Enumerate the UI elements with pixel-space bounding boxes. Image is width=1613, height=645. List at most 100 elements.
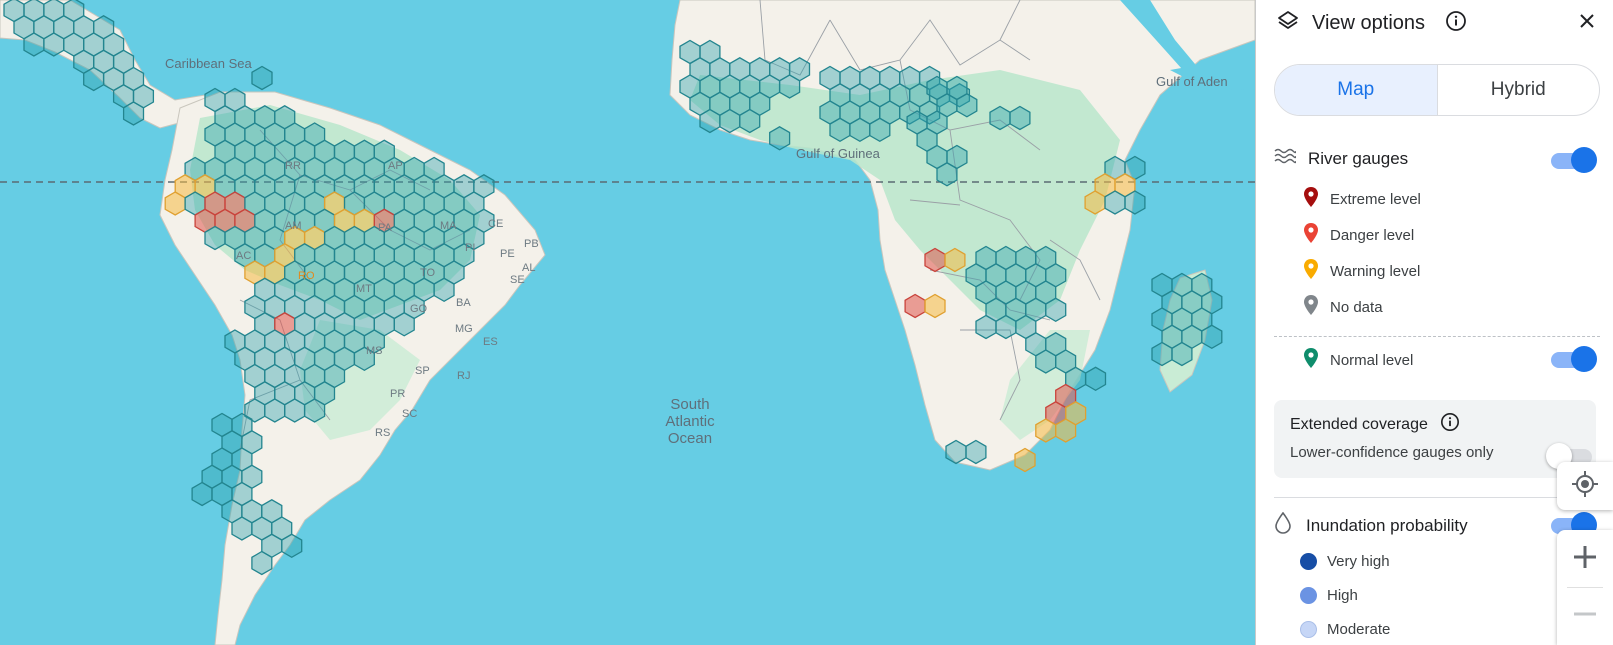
tab-map[interactable]: Map (1275, 65, 1438, 115)
normal-gauge-hex[interactable] (204, 225, 226, 251)
warning-gauge-hex[interactable] (944, 247, 966, 273)
info-icon[interactable] (1445, 10, 1467, 37)
normal-gauge-hex[interactable] (1104, 190, 1126, 215)
my-location-icon (1571, 470, 1599, 503)
normal-gauge-hex[interactable] (989, 105, 1011, 131)
label-gulf-of-aden: Gulf of Aden (1156, 74, 1228, 89)
gauge-hexagons[interactable] (3, 0, 1223, 576)
tab-hybrid[interactable]: Hybrid (1490, 79, 1546, 100)
legend-item: Warning level (1304, 259, 1420, 284)
normal-gauge-hex[interactable] (433, 277, 455, 303)
normal-gauge-hex[interactable] (945, 439, 967, 465)
normal-gauge-hex[interactable] (231, 516, 253, 541)
state-label: SP (415, 365, 430, 377)
normal-gauge-hex[interactable] (1035, 349, 1057, 374)
normal-gauge-hex[interactable] (965, 439, 987, 465)
normal-gauge-hex[interactable] (936, 162, 958, 187)
normal-gauge-hex[interactable] (1084, 366, 1107, 392)
legend-label: No data (1330, 299, 1383, 316)
landmass-madagascar (1159, 269, 1213, 393)
normal-gauge-hex[interactable] (1009, 105, 1031, 131)
normal-gauge-hex[interactable] (393, 312, 415, 337)
my-location-button[interactable] (1557, 462, 1613, 510)
river-gauges-toggle[interactable] (1549, 146, 1597, 174)
label-caribbean-sea: Caribbean Sea (165, 56, 252, 71)
normal-gauge-hex[interactable] (918, 100, 941, 125)
normal-gauge-hex[interactable] (43, 32, 65, 57)
state-label: BA (456, 297, 471, 309)
normal-gauge-hex[interactable] (1045, 297, 1067, 323)
map-canvas[interactable]: Caribbean Sea Gulf of Guinea Gulf of Ade… (0, 0, 1255, 645)
label-ocean-line-3: Ocean (667, 430, 713, 447)
warning-gauge-hex[interactable] (1035, 418, 1057, 443)
state-label: ES (483, 336, 498, 348)
pin-icon (1304, 295, 1318, 320)
state-label: RO (298, 270, 315, 282)
normal-gauge-hex[interactable] (995, 314, 1017, 340)
warning-gauge-hex[interactable] (924, 293, 946, 319)
state-label: MT (356, 283, 372, 295)
normal-gauge-hex[interactable] (1201, 324, 1223, 350)
zoom-in-button[interactable] (1557, 531, 1613, 587)
normal-gauge-hex[interactable] (191, 481, 213, 507)
inundation-legend-item: Moderate (1300, 621, 1390, 638)
state-label: PE (500, 248, 515, 260)
state-label: PI (465, 242, 476, 254)
normal-gauge-hex[interactable] (284, 398, 306, 423)
normal-gauge-hex[interactable] (769, 126, 791, 151)
extended-coverage-subtitle: Lower-confidence gauges only (1290, 444, 1494, 461)
panel-header: View options (1276, 8, 1467, 38)
inundation-legend-item: Very high (1300, 553, 1390, 570)
normal-gauge-hex[interactable] (353, 346, 375, 372)
legend-divider (1274, 336, 1600, 337)
danger-gauge-hex[interactable] (924, 247, 946, 273)
label-ocean-line-2: Atlantic (665, 413, 715, 430)
state-label: PR (390, 388, 406, 400)
pin-icon (1304, 348, 1318, 373)
normal-level-toggle[interactable] (1549, 345, 1597, 373)
normal-gauge-hex[interactable] (23, 32, 45, 57)
normal-gauge-hex[interactable] (264, 398, 286, 423)
label-gulf-of-guinea: Gulf of Guinea (796, 146, 880, 161)
normal-level-row: Normal level (1304, 348, 1413, 373)
danger-gauge-hex[interactable] (904, 293, 926, 319)
state-label: MS (366, 345, 383, 357)
info-icon[interactable] (1440, 412, 1460, 437)
extended-coverage-subtitle-row: Lower-confidence gauges only (1290, 444, 1493, 461)
zoom-divider (1567, 587, 1603, 588)
normal-gauge-hex[interactable] (869, 117, 891, 143)
normal-level-label: Normal level (1330, 352, 1414, 369)
normal-gauge-hex[interactable] (251, 550, 273, 576)
close-icon[interactable] (1575, 9, 1599, 33)
state-label: TO (420, 267, 436, 279)
normal-gauge-hex[interactable] (719, 108, 741, 134)
normal-gauge-hex[interactable] (303, 398, 326, 423)
normal-gauge-hex[interactable] (956, 93, 978, 118)
normal-gauge-hex[interactable] (829, 117, 851, 143)
legend-dot (1300, 587, 1317, 604)
normal-gauge-hex[interactable] (778, 74, 801, 99)
normal-gauge-hex[interactable] (849, 117, 871, 143)
normal-gauge-hex[interactable] (948, 83, 971, 108)
state-label: PA (378, 222, 392, 234)
state-label: AC (236, 250, 252, 262)
state-label: RJ (457, 370, 471, 382)
warning-gauge-hex[interactable] (164, 191, 186, 216)
normal-gauge-hex[interactable] (1151, 341, 1173, 367)
normal-gauge-hex[interactable] (699, 108, 721, 134)
normal-gauge-hex[interactable] (83, 66, 105, 92)
warning-gauge-hex[interactable] (1055, 418, 1077, 443)
normal-gauge-hex[interactable] (975, 314, 997, 340)
warning-gauge-hex[interactable] (1014, 447, 1036, 473)
normal-gauge-hex[interactable] (739, 108, 761, 134)
normal-gauge-hex[interactable] (122, 101, 145, 126)
normal-gauge-hex[interactable] (1124, 190, 1146, 215)
normal-gauge-hex[interactable] (281, 533, 303, 559)
panel-title: View options (1312, 11, 1426, 34)
normal-gauge-hex[interactable] (1171, 341, 1193, 367)
warning-gauge-hex[interactable] (1084, 190, 1106, 215)
legend-label: Warning level (1330, 263, 1421, 280)
state-label: AM (285, 220, 302, 232)
normal-gauge-hex[interactable] (251, 65, 273, 91)
zoom-out-button[interactable] (1557, 588, 1613, 644)
